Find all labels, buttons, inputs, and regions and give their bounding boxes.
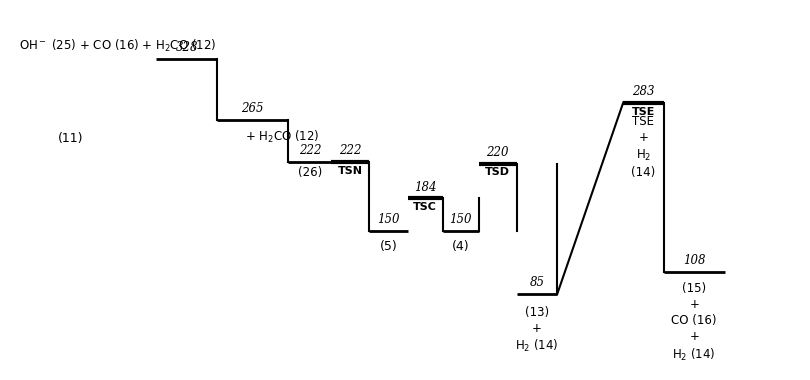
Text: 222: 222 — [339, 144, 362, 157]
Text: (5): (5) — [380, 240, 398, 253]
Text: + H$_2$CO (12): + H$_2$CO (12) — [245, 128, 320, 145]
Text: 328: 328 — [176, 41, 198, 54]
Text: (11): (11) — [58, 132, 83, 145]
Text: 222: 222 — [299, 144, 321, 157]
Text: 184: 184 — [414, 180, 437, 193]
Text: 85: 85 — [530, 276, 544, 289]
Text: (26): (26) — [298, 166, 322, 179]
Text: 220: 220 — [486, 146, 509, 159]
Text: 108: 108 — [683, 254, 706, 267]
Text: OH$^-$ (25) + CO (16) + H$_2$CO (12): OH$^-$ (25) + CO (16) + H$_2$CO (12) — [19, 38, 217, 54]
Text: TSC: TSC — [413, 202, 437, 212]
Text: 283: 283 — [633, 85, 654, 98]
Text: TSD: TSD — [485, 168, 510, 177]
Text: 265: 265 — [241, 102, 264, 115]
Text: (15)
+
CO (16)
+
H$_2$ (14): (15) + CO (16) + H$_2$ (14) — [671, 282, 717, 363]
Text: (13)
+
H$_2$ (14): (13) + H$_2$ (14) — [515, 306, 559, 354]
Text: (4): (4) — [452, 240, 470, 253]
Text: 150: 150 — [377, 214, 400, 226]
Text: TSE: TSE — [632, 107, 655, 117]
Text: TSE
+
H$_2$
(14): TSE + H$_2$ (14) — [631, 115, 655, 179]
Text: TSN: TSN — [338, 166, 363, 176]
Text: 150: 150 — [450, 214, 472, 226]
